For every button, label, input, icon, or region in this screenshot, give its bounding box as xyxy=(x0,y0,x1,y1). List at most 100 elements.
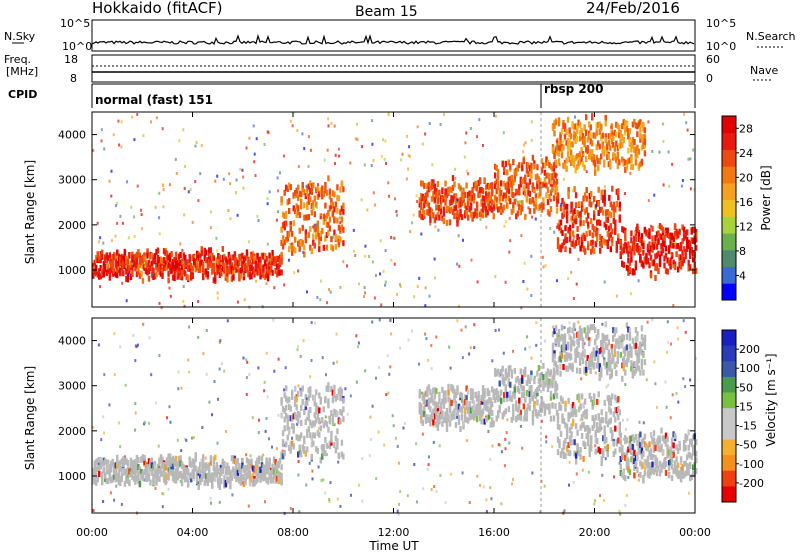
scatter-cell xyxy=(324,202,327,209)
scatter-cell xyxy=(220,470,223,477)
scatter-cell xyxy=(636,227,639,233)
scatter-cell xyxy=(466,201,470,208)
scatter-cell xyxy=(165,256,169,263)
scatter-cell xyxy=(144,461,148,468)
scatter-cell xyxy=(580,237,584,243)
noise-cell xyxy=(497,443,500,447)
scatter-cell xyxy=(330,439,333,446)
scatter-cell xyxy=(188,456,191,463)
scatter-cell xyxy=(197,255,200,262)
scatter-cell xyxy=(168,453,172,460)
scatter-cell xyxy=(603,195,606,202)
scatter-cell xyxy=(457,403,461,410)
scatter-cell xyxy=(489,421,492,428)
scatter-cell xyxy=(554,147,558,154)
scatter-cell xyxy=(104,266,107,273)
noise-cell xyxy=(407,167,410,171)
scatter-cell xyxy=(582,421,585,428)
noise-cell xyxy=(500,502,503,506)
noise-cell xyxy=(121,221,124,225)
noise-cell xyxy=(654,382,657,386)
scatter-cell xyxy=(95,466,98,473)
scatter-cell xyxy=(582,455,585,462)
scatter-cell xyxy=(624,235,627,242)
noise-cell xyxy=(360,198,363,202)
scatter-cell xyxy=(289,415,292,422)
noise-cell xyxy=(570,220,573,224)
scatter-cell xyxy=(655,470,659,476)
scatter-cell xyxy=(325,221,329,228)
scatter-cell xyxy=(619,239,622,246)
scatter-cell xyxy=(670,242,674,249)
scatter-cell xyxy=(585,425,588,432)
noise-cell xyxy=(476,135,478,139)
scatter-cell xyxy=(564,405,567,412)
scatter-cell xyxy=(257,457,261,464)
scatter-cell xyxy=(515,188,518,195)
scatter-cell xyxy=(669,448,672,455)
scatter-cell xyxy=(500,397,503,404)
scatter-cell xyxy=(304,229,307,236)
scatter-cell xyxy=(645,462,648,469)
noise-cell xyxy=(503,464,506,468)
scatter-cell xyxy=(339,395,342,402)
scatter-cell xyxy=(307,394,310,401)
scatter-cell xyxy=(643,470,647,477)
scatter-cell xyxy=(288,396,291,403)
scatter-cell xyxy=(491,199,494,206)
scatter-cell xyxy=(185,476,188,483)
noise-cell xyxy=(689,157,692,161)
scatter-cell xyxy=(99,460,102,467)
scatter-cell xyxy=(209,261,212,268)
scatter-cell xyxy=(114,473,117,480)
scatter-cell xyxy=(436,211,440,218)
scatter-cell xyxy=(301,186,304,192)
scatter-cell xyxy=(131,271,134,277)
scatter-cell xyxy=(438,412,441,419)
scatter-cell xyxy=(465,182,468,189)
scatter-cell xyxy=(432,190,435,197)
scatter-cell xyxy=(131,467,134,473)
scatter-cell xyxy=(510,208,513,215)
scatter-cell xyxy=(436,197,440,204)
noise-cell xyxy=(324,415,327,419)
scatter-cell xyxy=(426,399,429,406)
scatter-cell xyxy=(548,194,551,201)
noise-cell xyxy=(222,253,225,257)
noise-cell xyxy=(245,146,248,150)
scatter-cell xyxy=(616,342,619,349)
scatter-cell xyxy=(226,466,229,473)
noise-cell xyxy=(217,397,219,401)
scatter-cell xyxy=(559,395,563,402)
noise-cell xyxy=(543,484,546,488)
scatter-cell xyxy=(137,269,140,275)
scatter-cell xyxy=(146,262,149,269)
noise-cell xyxy=(241,168,244,172)
scatter-cell xyxy=(559,363,562,370)
noise-cell xyxy=(413,463,416,466)
scatter-cell xyxy=(561,197,564,204)
scatter-cell xyxy=(432,419,435,426)
noise-cell xyxy=(644,467,647,471)
scatter-cell xyxy=(283,220,286,227)
scatter-cell xyxy=(262,471,265,478)
noise-cell xyxy=(552,325,555,329)
scatter-cell xyxy=(669,263,672,270)
scatter-cell xyxy=(625,464,629,471)
scatter-cell xyxy=(294,190,297,196)
scatter-cell xyxy=(554,403,557,410)
scatter-cell xyxy=(165,250,169,257)
scatter-cell xyxy=(174,460,178,467)
scatter-cell xyxy=(528,178,532,185)
scatter-cell xyxy=(540,206,544,213)
scatter-cell xyxy=(624,120,627,126)
noise-cell xyxy=(456,198,459,202)
scatter-cell xyxy=(597,201,600,207)
scatter-cell xyxy=(474,405,477,412)
scatter-cell xyxy=(606,443,609,450)
noise-cell xyxy=(542,265,545,269)
scatter-cell xyxy=(297,451,300,458)
scatter-cell xyxy=(310,209,313,216)
noise-cell xyxy=(265,417,268,420)
scatter-cell xyxy=(483,399,486,406)
